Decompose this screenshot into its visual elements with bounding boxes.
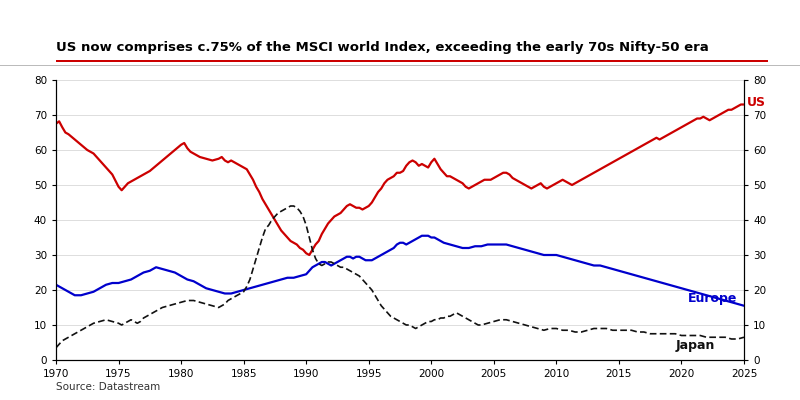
Text: US: US	[746, 96, 766, 109]
Text: US now comprises c.75% of the MSCI world Index, exceeding the early 70s Nifty-50: US now comprises c.75% of the MSCI world…	[56, 41, 709, 54]
Text: Europe: Europe	[688, 292, 737, 305]
Text: Source: Datastream: Source: Datastream	[56, 382, 160, 392]
Text: Japan: Japan	[675, 340, 714, 352]
